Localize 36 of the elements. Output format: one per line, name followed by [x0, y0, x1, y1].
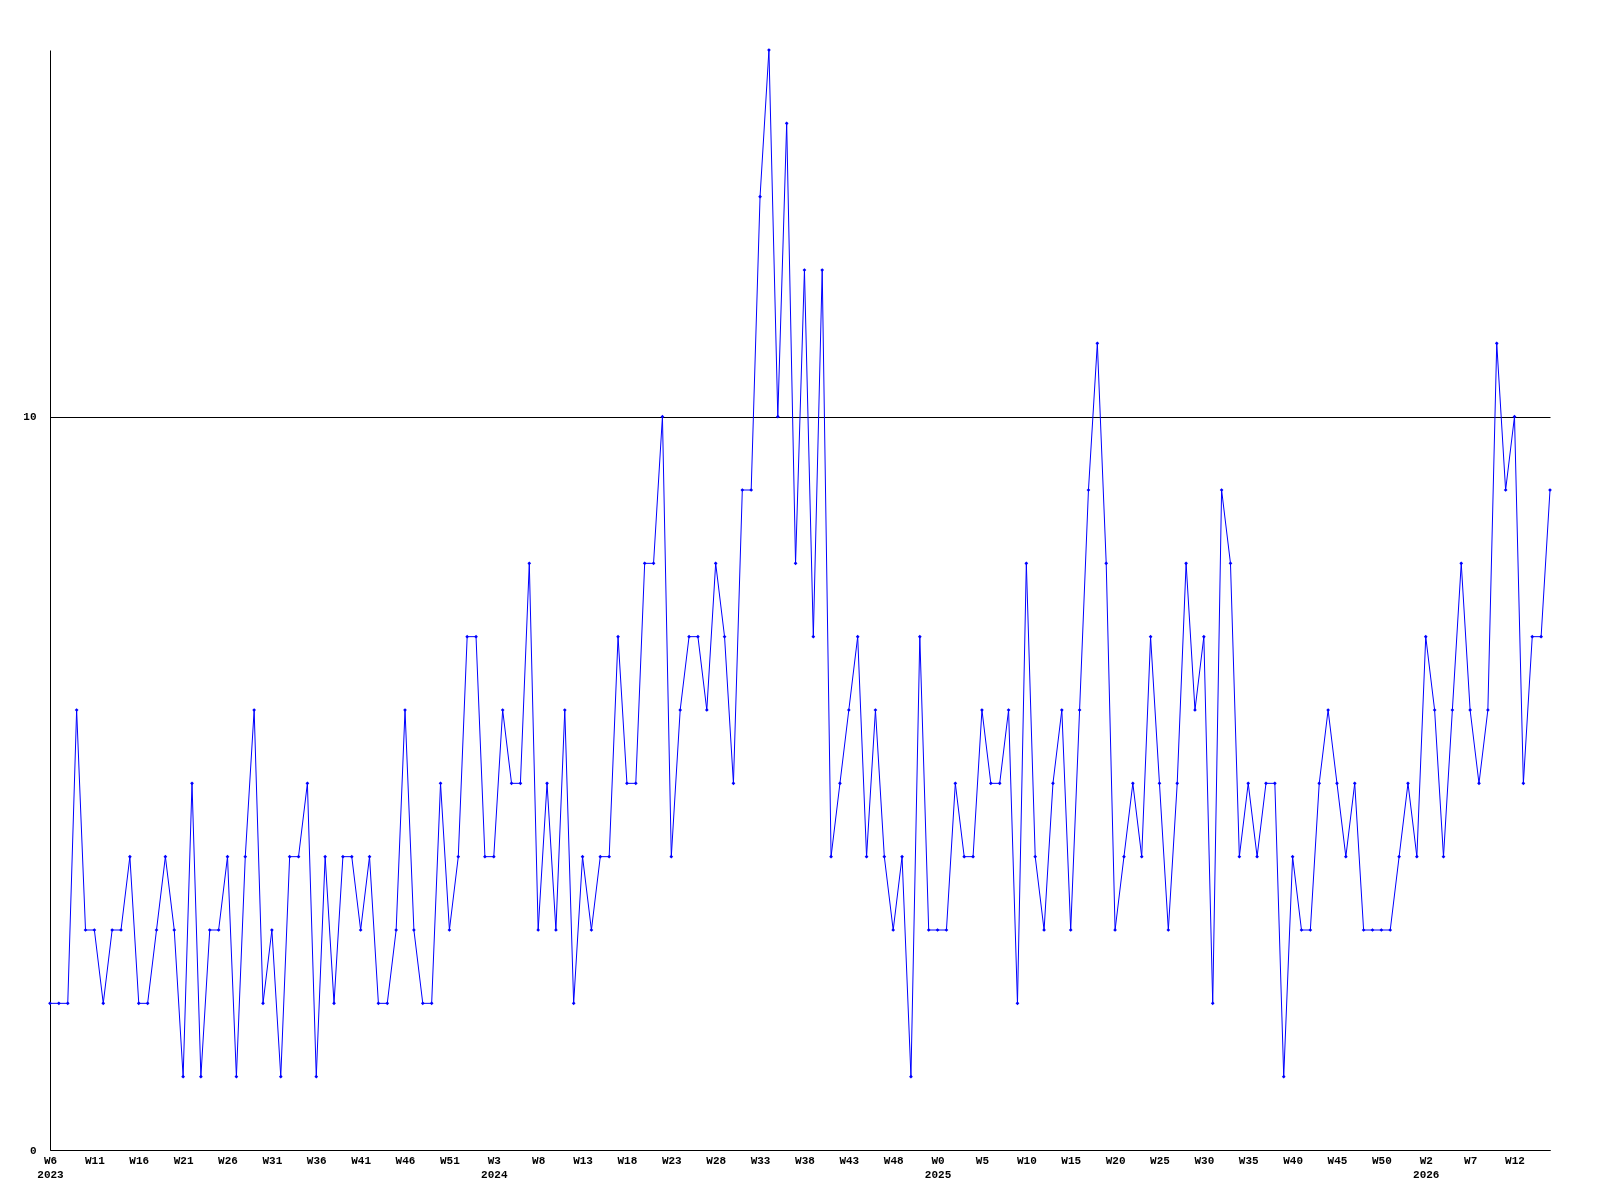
y-tick-label: 10	[23, 411, 37, 424]
x-tick-label: W33	[750, 1154, 771, 1167]
x-tick-label: W23	[661, 1154, 683, 1167]
x-tick-label: W16	[129, 1154, 150, 1167]
x-tick-label: W12	[1505, 1154, 1525, 1167]
x-tick-label: W21	[173, 1154, 194, 1167]
x-tick-label: W18	[617, 1154, 638, 1167]
x-tick-label: W36	[306, 1154, 327, 1167]
x-tick-label: W11	[84, 1154, 106, 1167]
x-tick-label: W31	[262, 1154, 283, 1167]
x-tick-label: W51	[440, 1154, 461, 1167]
x-tick-label: W15	[1061, 1154, 1082, 1167]
x-tick-label: W8	[532, 1154, 546, 1167]
x-tick-label: W0 2025	[924, 1154, 952, 1181]
x-tick-label: W7	[1464, 1154, 1478, 1167]
x-tick-label: W25	[1150, 1154, 1171, 1167]
x-tick-label: W26	[218, 1154, 238, 1167]
x-tick-label: W10	[1016, 1154, 1037, 1167]
x-tick-label: W13	[573, 1154, 594, 1167]
x-tick-label: W28	[706, 1154, 727, 1167]
x-tick-label: W5	[975, 1154, 990, 1167]
x-tick-label: W40	[1283, 1154, 1304, 1167]
x-tick-label: W50	[1371, 1154, 1392, 1167]
x-tick-label: W3 2024	[481, 1154, 508, 1181]
x-tick-label: W2 2026	[1413, 1154, 1440, 1181]
x-tick-label: W45	[1327, 1154, 1348, 1167]
x-tick-label: W30	[1194, 1154, 1215, 1167]
x-tick-label: W48	[883, 1154, 904, 1167]
x-tick-label: W20	[1105, 1154, 1126, 1167]
x-tick-label: W38	[795, 1154, 816, 1167]
x-tick-label: W41	[351, 1154, 372, 1167]
x-tick-label: W35	[1238, 1154, 1260, 1167]
x-tick-label: W43	[839, 1154, 860, 1167]
x-tick-label: W46	[395, 1154, 416, 1167]
x-tick-label: W6 2023	[37, 1154, 65, 1181]
y-tick-label: 0	[29, 1144, 37, 1157]
